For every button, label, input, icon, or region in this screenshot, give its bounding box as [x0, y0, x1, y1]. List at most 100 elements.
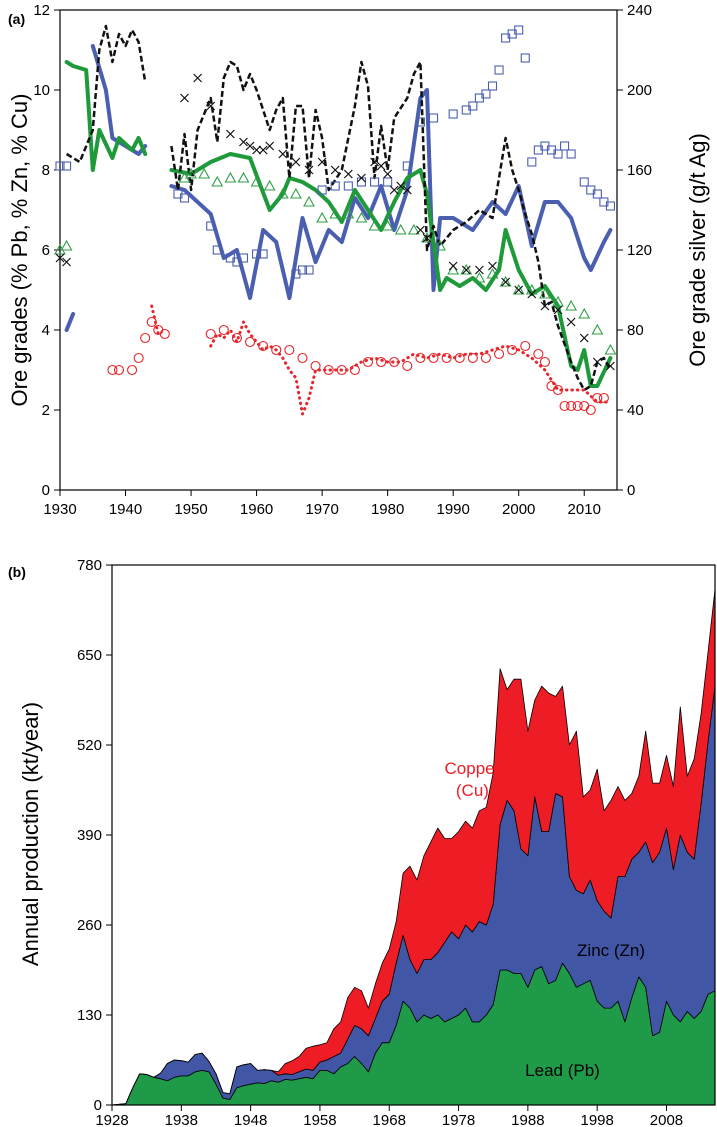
panel-a-triangle-marker [289, 187, 302, 199]
panel-a-cross-marker [474, 265, 484, 275]
panel-b-x-tick-label: 1988 [511, 1112, 544, 1127]
panel-a-cross-marker [252, 145, 262, 155]
panel-a-x-tick-label: 1960 [240, 501, 273, 518]
panel-a-cross-marker [55, 253, 65, 263]
panel-a-cross-marker [461, 265, 471, 275]
panel-a-circle-marker [520, 340, 531, 352]
panel-a-triangle-marker [368, 219, 381, 231]
panel-a-cross-marker [488, 261, 497, 271]
panel-a-cross-marker [245, 141, 255, 151]
panel-a-circle-marker [362, 356, 374, 368]
panel-a-circle-marker [579, 400, 590, 412]
panel-b-x-tick-label: 1938 [165, 1112, 198, 1127]
panel-a-triangle-marker [538, 287, 551, 299]
panel-a-square-marker [592, 189, 602, 199]
panel-a-triangle-marker [60, 239, 73, 251]
panel-a-triangle-marker [604, 343, 617, 355]
panel-b-x-tick-label: 2008 [650, 1112, 683, 1127]
panel-b-x-tick-label: 1958 [303, 1112, 336, 1127]
panel-a-cross-marker [592, 357, 602, 367]
panel-b-series-label: Copper (Cu) [445, 759, 501, 800]
panel-a-square-marker [428, 113, 439, 123]
panel-a-triangle-marker [276, 187, 289, 199]
panel-a-square-marker [514, 25, 524, 35]
panel-a-circle-marker [507, 344, 518, 356]
panel-a-circle-marker [402, 360, 413, 372]
panel-a-circle-marker [441, 352, 452, 364]
panel-a-plot-frame [59, 9, 618, 491]
panel-a-series [54, 24, 617, 416]
panel-a-cross-marker [239, 137, 248, 147]
panel-a-square-marker [579, 177, 589, 187]
panel-a-cross-marker [579, 333, 589, 343]
panel-a-x-axis: 1930 1940 1950 1960 1970 1980 1990 2000 2010 [43, 490, 601, 518]
panel-b-area-labels: Lead (Pb) Zinc (Zn) Copper (Cu) [445, 759, 646, 1080]
panel-a-circle-marker [559, 400, 570, 412]
panel-a-cross-marker [396, 181, 406, 191]
panel-a-square-marker [317, 185, 327, 195]
panel-b-x-tick-label: 1928 [95, 1112, 128, 1127]
panel-b-y-axis: 0 130 260 390 520 650 780 [77, 557, 112, 1114]
panel-a-square-marker [415, 117, 425, 127]
panel-a-line-dashed-line [65, 24, 612, 392]
panel-a-circle-marker [566, 400, 577, 412]
panel-a-triangle-marker [565, 299, 578, 311]
panel-a-cross-marker [304, 165, 314, 175]
panel-a-y-tick-label: 6 [42, 242, 50, 259]
panel-b-x-tick-label: 1968 [373, 1112, 406, 1127]
panel-a-x-tick-label: 1990 [436, 501, 469, 518]
panel-a-circle-marker [598, 392, 609, 404]
panel-a-series-square-markers [55, 25, 615, 279]
panel-a-y-axis: 0 2 4 6 8 10 12 [33, 2, 60, 499]
panel-a-cross-marker [193, 73, 203, 83]
panel-a-y2-axis: 0 40 80 120 160 200 240 [617, 2, 652, 499]
panel-a-circle-marker [349, 364, 360, 376]
panel-b-series-label: Lead (Pb) [525, 1061, 600, 1080]
panel-a-triangle-marker [578, 307, 591, 319]
panel-a-square-marker [494, 65, 504, 75]
panel-a-circle-marker [231, 332, 242, 344]
panel-a-square-marker [448, 109, 458, 119]
panel-a-square-marker [560, 141, 570, 151]
panel-a-y-tick-label: 10 [33, 82, 50, 99]
panel-a-cross-marker [553, 305, 563, 315]
panel-a-circle-marker [415, 352, 426, 364]
panel-a-square-marker [369, 177, 380, 187]
panel-a-triangle-marker [250, 175, 263, 187]
panel-a-square-marker [212, 245, 222, 255]
panel-a-square-marker [356, 177, 366, 187]
panel-b-y-tick-label: 0 [94, 1097, 102, 1114]
panel-a-cross-marker [376, 161, 386, 171]
panel-a-cross-marker [383, 169, 393, 179]
panel-a-cross-marker [422, 233, 432, 243]
panel-a-cross-marker [370, 157, 379, 167]
panel-a-series-circle-markers [107, 316, 609, 416]
panel-a-square-marker [238, 253, 249, 263]
panel-a-cross-marker [343, 169, 353, 179]
panel-a-series-triangle-markers [54, 167, 617, 355]
panel-a-cross-marker [265, 141, 275, 151]
panel-a-circle-marker [244, 336, 256, 348]
panel-a-circle-marker [107, 364, 118, 376]
panel-a-circle-marker [146, 316, 157, 328]
panel-a-line-dotted-line [150, 304, 612, 416]
panel-b-y-axis-title: Annual production (kt/year) [18, 702, 43, 966]
panel-b-y-tick-label: 130 [77, 1007, 102, 1024]
panel-a-y2-tick-label: 240 [627, 2, 652, 19]
panel-a-x-tick-label: 1980 [371, 501, 404, 518]
panel-a-cross-marker [291, 157, 301, 167]
panel-a-y-tick-label: 0 [42, 482, 50, 499]
panel-a-square-marker [566, 149, 576, 159]
panel-a-cross-marker [389, 185, 399, 195]
panel-a-circle-marker [140, 332, 151, 344]
panel-a-circle-marker [113, 364, 125, 376]
panel-a-triangle-marker [329, 207, 342, 219]
panel-a-y-tick-label: 4 [42, 322, 50, 339]
panel-a-y2-tick-label: 120 [627, 242, 652, 259]
panel-a-triangle-marker [198, 167, 211, 179]
panel-a-triangle-marker [316, 211, 329, 223]
panel-a-circle-marker [127, 364, 138, 376]
panel-a-triangle-marker [447, 263, 460, 275]
panel-a-square-marker [527, 157, 537, 167]
panel-a-cross-marker [206, 101, 216, 111]
